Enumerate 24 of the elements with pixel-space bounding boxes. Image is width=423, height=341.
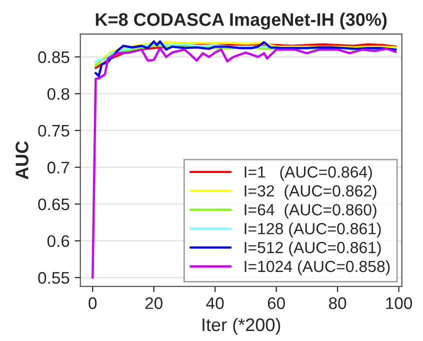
chart-title: K=8 CODASCA ImageNet-IH (30%) — [96, 12, 387, 30]
y-tick-label: 0.8 — [47, 88, 70, 100]
y-tick-label: 0.75 — [38, 124, 70, 137]
y-tick-label: 0.7 — [47, 162, 70, 174]
x-tick-label: 80 — [329, 297, 346, 310]
legend-label: I=512 (AUC=0.861) — [244, 241, 381, 256]
legend-label: I=64 (AUC=0.860) — [244, 204, 376, 219]
x-tick-label: 40 — [206, 297, 224, 310]
line-series — [92, 46, 397, 279]
x-tick-label: 0 — [88, 297, 97, 310]
y-tick-label: 0.85 — [38, 51, 70, 64]
x-tick-label: 100 — [386, 297, 412, 310]
line-series — [94, 40, 397, 78]
x-axis-title: Iter (*200) — [202, 318, 280, 335]
y-axis-title: AUC — [16, 141, 28, 180]
y-tick-label: 0.65 — [38, 198, 70, 210]
y-tick-label: 0.55 — [38, 272, 70, 284]
legend-label: I=1 (AUC=0.864) — [244, 166, 372, 181]
legend-label: I=1024 (AUC=0.858) — [244, 260, 390, 276]
x-tick-label: 20 — [145, 297, 162, 310]
y-tick-label: 0.6 — [47, 235, 70, 248]
x-tick-label: 60 — [268, 297, 285, 310]
legend-label: I=128 (AUC=0.861) — [244, 222, 381, 238]
legend-label: I=32 (AUC=0.862) — [244, 184, 376, 200]
